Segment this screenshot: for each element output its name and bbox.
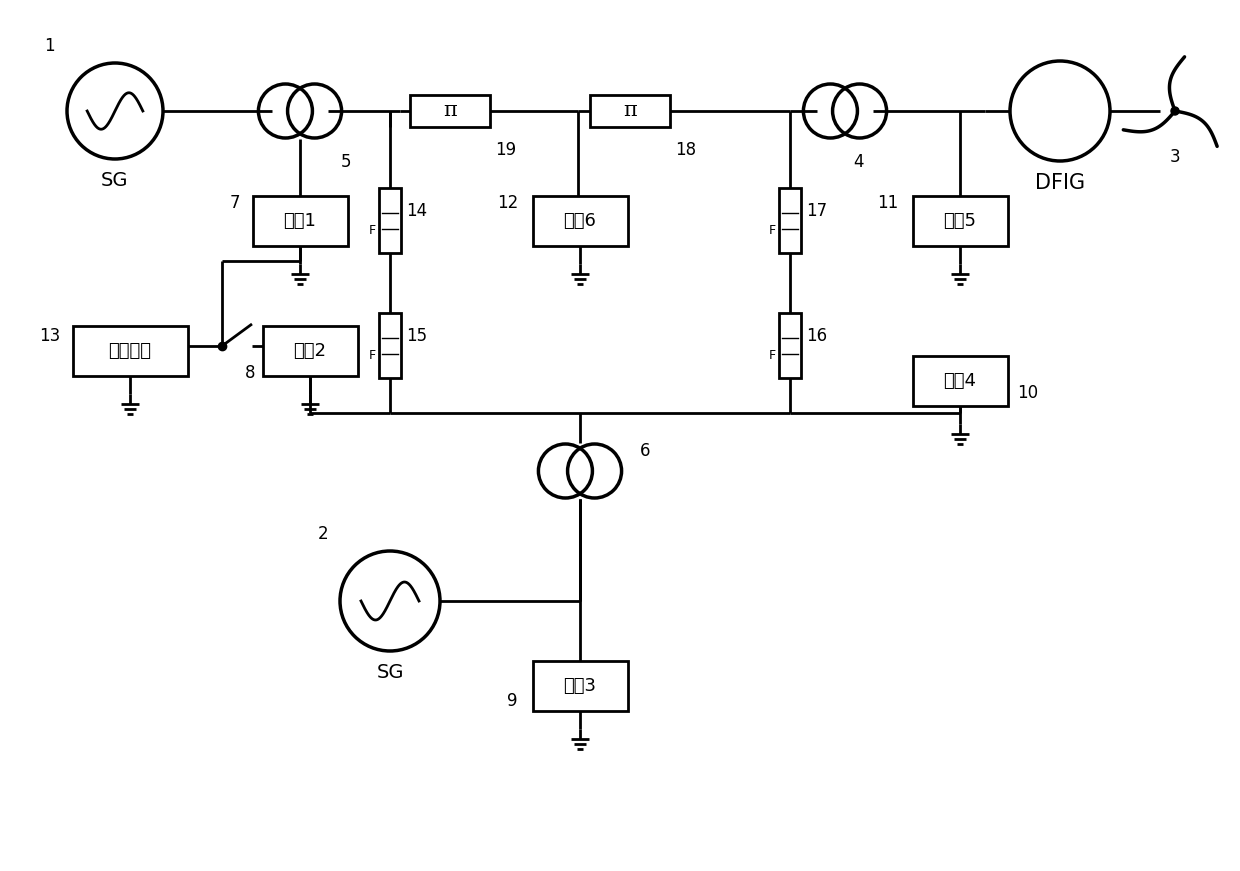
Text: 19: 19 xyxy=(495,141,516,159)
Text: π: π xyxy=(624,102,637,120)
Text: 17: 17 xyxy=(806,202,827,220)
Text: 6: 6 xyxy=(640,442,650,460)
Bar xyxy=(913,196,1007,246)
Bar xyxy=(410,95,490,127)
Text: 4: 4 xyxy=(853,153,864,171)
Text: 12: 12 xyxy=(497,194,518,212)
Bar xyxy=(779,188,801,253)
Text: 3: 3 xyxy=(1169,148,1180,166)
Text: 13: 13 xyxy=(40,327,61,345)
Text: 10: 10 xyxy=(1018,384,1039,402)
Bar xyxy=(913,356,1007,406)
Text: 8: 8 xyxy=(244,364,255,382)
Text: 18: 18 xyxy=(675,141,696,159)
Text: 负荜2: 负荜2 xyxy=(294,342,326,360)
Text: 9: 9 xyxy=(507,692,518,710)
Text: SG: SG xyxy=(102,171,129,190)
Text: F: F xyxy=(769,349,776,362)
Text: SG: SG xyxy=(376,663,404,682)
Text: F: F xyxy=(769,224,776,237)
Bar xyxy=(379,188,401,253)
Text: F: F xyxy=(368,224,376,237)
Text: 14: 14 xyxy=(405,202,427,220)
Bar xyxy=(532,661,627,711)
Text: 负荜1: 负荜1 xyxy=(284,212,316,230)
Bar xyxy=(72,326,187,376)
Text: 16: 16 xyxy=(806,327,827,345)
Bar xyxy=(263,326,357,376)
Text: 附加负荜: 附加负荜 xyxy=(109,342,151,360)
Text: 负荜6: 负荜6 xyxy=(563,212,596,230)
Bar xyxy=(379,314,401,379)
Bar xyxy=(779,314,801,379)
Text: 7: 7 xyxy=(229,194,241,212)
Text: 1: 1 xyxy=(45,37,55,55)
Text: 2: 2 xyxy=(317,525,329,543)
Bar xyxy=(590,95,670,127)
Bar xyxy=(253,196,347,246)
Text: π: π xyxy=(443,102,456,120)
Text: 负荜5: 负荜5 xyxy=(944,212,977,230)
Text: 15: 15 xyxy=(405,327,427,345)
Text: 5: 5 xyxy=(341,153,351,171)
Bar xyxy=(532,196,627,246)
Text: 11: 11 xyxy=(877,194,898,212)
Text: F: F xyxy=(368,349,376,362)
Text: DFIG: DFIG xyxy=(1035,173,1085,193)
Text: 负荜4: 负荜4 xyxy=(944,372,977,390)
Text: 负荜3: 负荜3 xyxy=(563,677,596,695)
Circle shape xyxy=(1171,107,1179,115)
